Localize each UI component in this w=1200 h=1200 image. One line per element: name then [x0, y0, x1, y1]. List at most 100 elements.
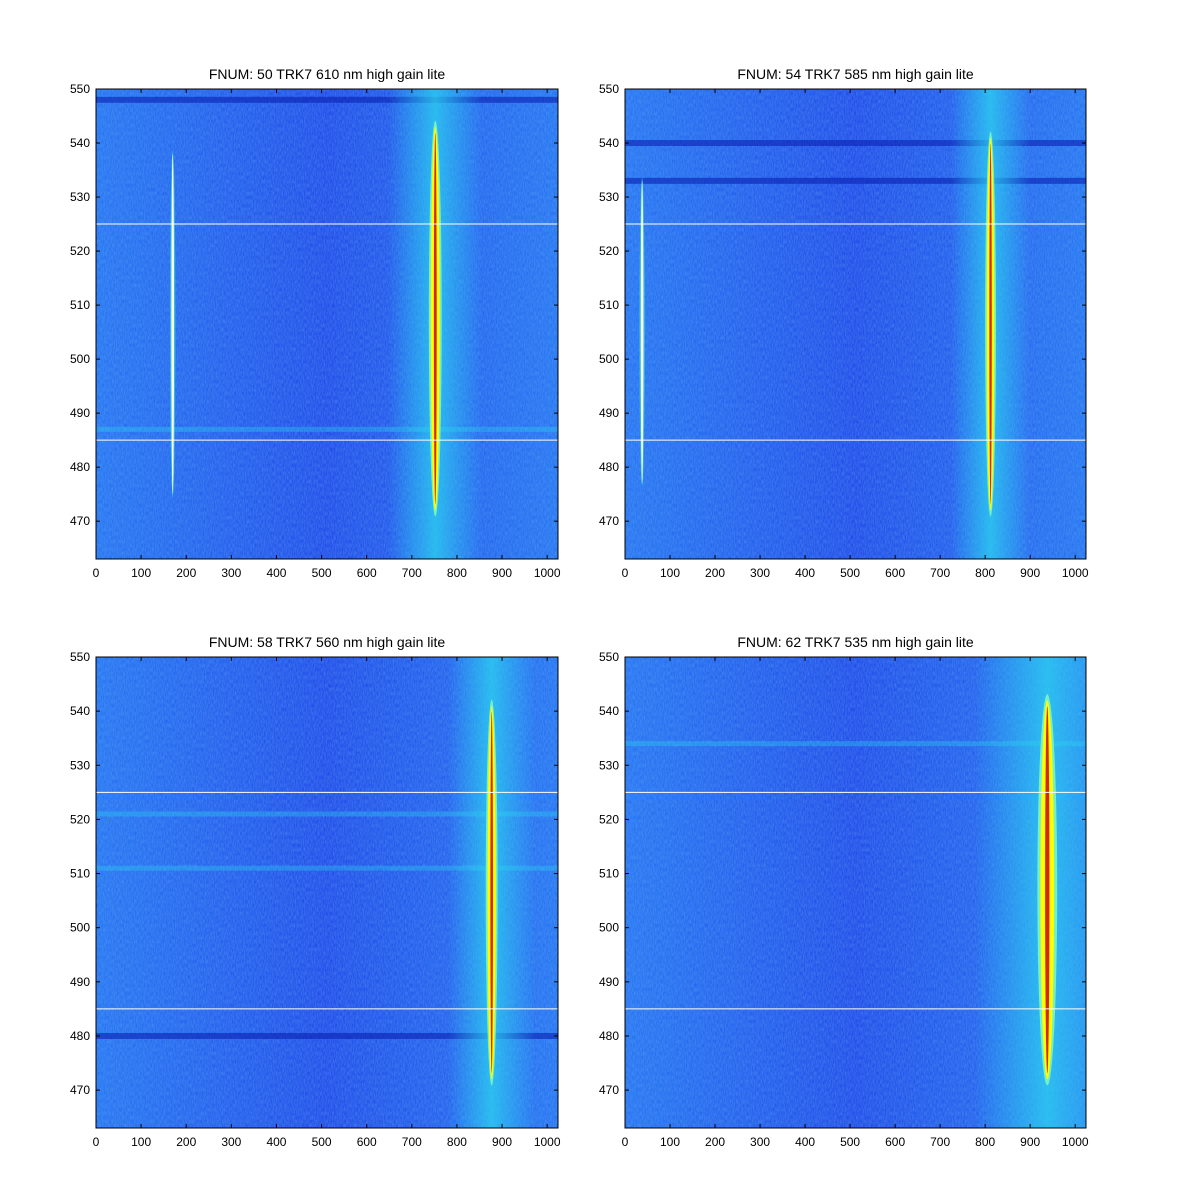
- bright-band: [96, 811, 558, 817]
- dark-band: [96, 1032, 558, 1039]
- y-tick-label: 530: [70, 190, 90, 204]
- y-tick-label: 550: [599, 650, 619, 664]
- bright-band: [96, 865, 558, 871]
- y-tick-label: 510: [70, 298, 90, 312]
- x-tick-label: 1000: [534, 1135, 561, 1149]
- plot-area: [96, 657, 558, 1128]
- x-tick-label: 900: [492, 1135, 512, 1149]
- x-tick-label: 100: [131, 1135, 151, 1149]
- plot-area: [625, 89, 1086, 559]
- x-tick-label: 0: [93, 566, 100, 580]
- axes-frame: [624, 88, 1087, 560]
- x-tick-label: 800: [975, 566, 995, 580]
- y-tick-label: 490: [70, 406, 90, 420]
- y-tick-label: 550: [599, 82, 619, 96]
- x-tick-label: 1000: [1062, 566, 1089, 580]
- dark-band: [625, 177, 1086, 184]
- x-tick-label: 700: [402, 566, 422, 580]
- core: [433, 132, 437, 505]
- x-tick-label: 800: [975, 1135, 995, 1149]
- x-tick-label: 400: [266, 566, 286, 580]
- x-tick-label: 800: [447, 1135, 467, 1149]
- y-tick-label: 520: [70, 244, 90, 258]
- y-tick-label: 470: [599, 1083, 619, 1097]
- x-tick-label: 900: [1020, 566, 1040, 580]
- panel-3: 0 100 200 300 400 500 600 700 800 900 1000 470 480 49…: [70, 634, 561, 1149]
- plot-area: [625, 657, 1086, 1128]
- y-tick-label: 480: [70, 1029, 90, 1043]
- x-tick-label: 900: [1020, 1135, 1040, 1149]
- y-tick-label: 480: [599, 1029, 619, 1043]
- core: [1045, 706, 1050, 1074]
- y-tick-label: 540: [70, 704, 90, 718]
- x-tick-label: 400: [795, 1135, 815, 1149]
- spectral-line: [639, 177, 645, 487]
- y-tick-label: 520: [599, 244, 619, 258]
- x-tick-label: 400: [795, 566, 815, 580]
- x-tick-label: 0: [622, 566, 629, 580]
- x-tick-label: 600: [885, 566, 905, 580]
- x-tick-label: 300: [750, 1135, 770, 1149]
- x-tick-label: 900: [492, 566, 512, 580]
- x-tick-label: 300: [750, 566, 770, 580]
- dark-band: [96, 96, 558, 103]
- x-tick-label: 200: [176, 1135, 196, 1149]
- x-tick-label: 1000: [1062, 1135, 1089, 1149]
- y-tick-label: 540: [599, 704, 619, 718]
- y-tick-label: 490: [599, 975, 619, 989]
- dark-band: [625, 140, 1086, 147]
- x-tick-label: 600: [357, 1135, 377, 1149]
- spectral-line: [950, 89, 1031, 559]
- y-tick-label: 530: [599, 758, 619, 772]
- spectral-line: [448, 657, 535, 1128]
- core: [490, 711, 493, 1074]
- bright-band: [96, 426, 558, 432]
- y-tick-label: 480: [599, 460, 619, 474]
- x-tick-label: 600: [885, 1135, 905, 1149]
- x-tick-label: 200: [705, 1135, 725, 1149]
- axes-frame: [95, 88, 559, 560]
- glow: [975, 657, 1086, 1128]
- y-tick-label: 470: [70, 514, 90, 528]
- spectral-line: [975, 657, 1086, 1128]
- y-tick-label: 510: [599, 867, 619, 881]
- y-tick-label: 550: [70, 82, 90, 96]
- y-tick-label: 530: [70, 758, 90, 772]
- x-tick-label: 0: [622, 1135, 629, 1149]
- spectral-line: [169, 150, 176, 498]
- x-tick-label: 700: [402, 1135, 422, 1149]
- x-tick-label: 1000: [534, 566, 561, 580]
- panel-2: 0 100 200 300 400 500 600 700 800 900 1000 470 480 49…: [599, 66, 1089, 580]
- y-tick-label: 510: [599, 298, 619, 312]
- panel-1: 0 100 200 300 400 500 600 700 800 900 1000 470 480 49…: [70, 66, 561, 580]
- y-tick-label: 530: [599, 190, 619, 204]
- x-tick-label: 700: [930, 1135, 950, 1149]
- y-tick-label: 490: [70, 975, 90, 989]
- plot-area: [96, 89, 558, 559]
- x-tick-label: 100: [660, 566, 680, 580]
- peak: [171, 153, 175, 495]
- x-tick-label: 200: [705, 566, 725, 580]
- x-tick-label: 500: [840, 566, 860, 580]
- x-tick-label: 600: [357, 566, 377, 580]
- heatmap-noise: [96, 89, 558, 559]
- y-tick-label: 470: [70, 1083, 90, 1097]
- y-tick-label: 490: [599, 406, 619, 420]
- x-tick-label: 300: [221, 1135, 241, 1149]
- y-tick-label: 500: [70, 921, 90, 935]
- y-tick-label: 540: [70, 136, 90, 150]
- y-tick-label: 500: [599, 352, 619, 366]
- panel-4: 0 100 200 300 400 500 600 700 800 900 1000 470 480 49…: [599, 634, 1089, 1149]
- x-tick-label: 500: [840, 1135, 860, 1149]
- x-tick-label: 200: [176, 566, 196, 580]
- y-tick-label: 520: [70, 812, 90, 826]
- x-tick-label: 500: [312, 1135, 332, 1149]
- x-tick-label: 500: [312, 566, 332, 580]
- y-tick-label: 500: [70, 352, 90, 366]
- x-tick-label: 300: [221, 566, 241, 580]
- bright-band: [625, 741, 1086, 747]
- y-tick-label: 510: [70, 867, 90, 881]
- core: [989, 143, 992, 505]
- x-tick-label: 700: [930, 566, 950, 580]
